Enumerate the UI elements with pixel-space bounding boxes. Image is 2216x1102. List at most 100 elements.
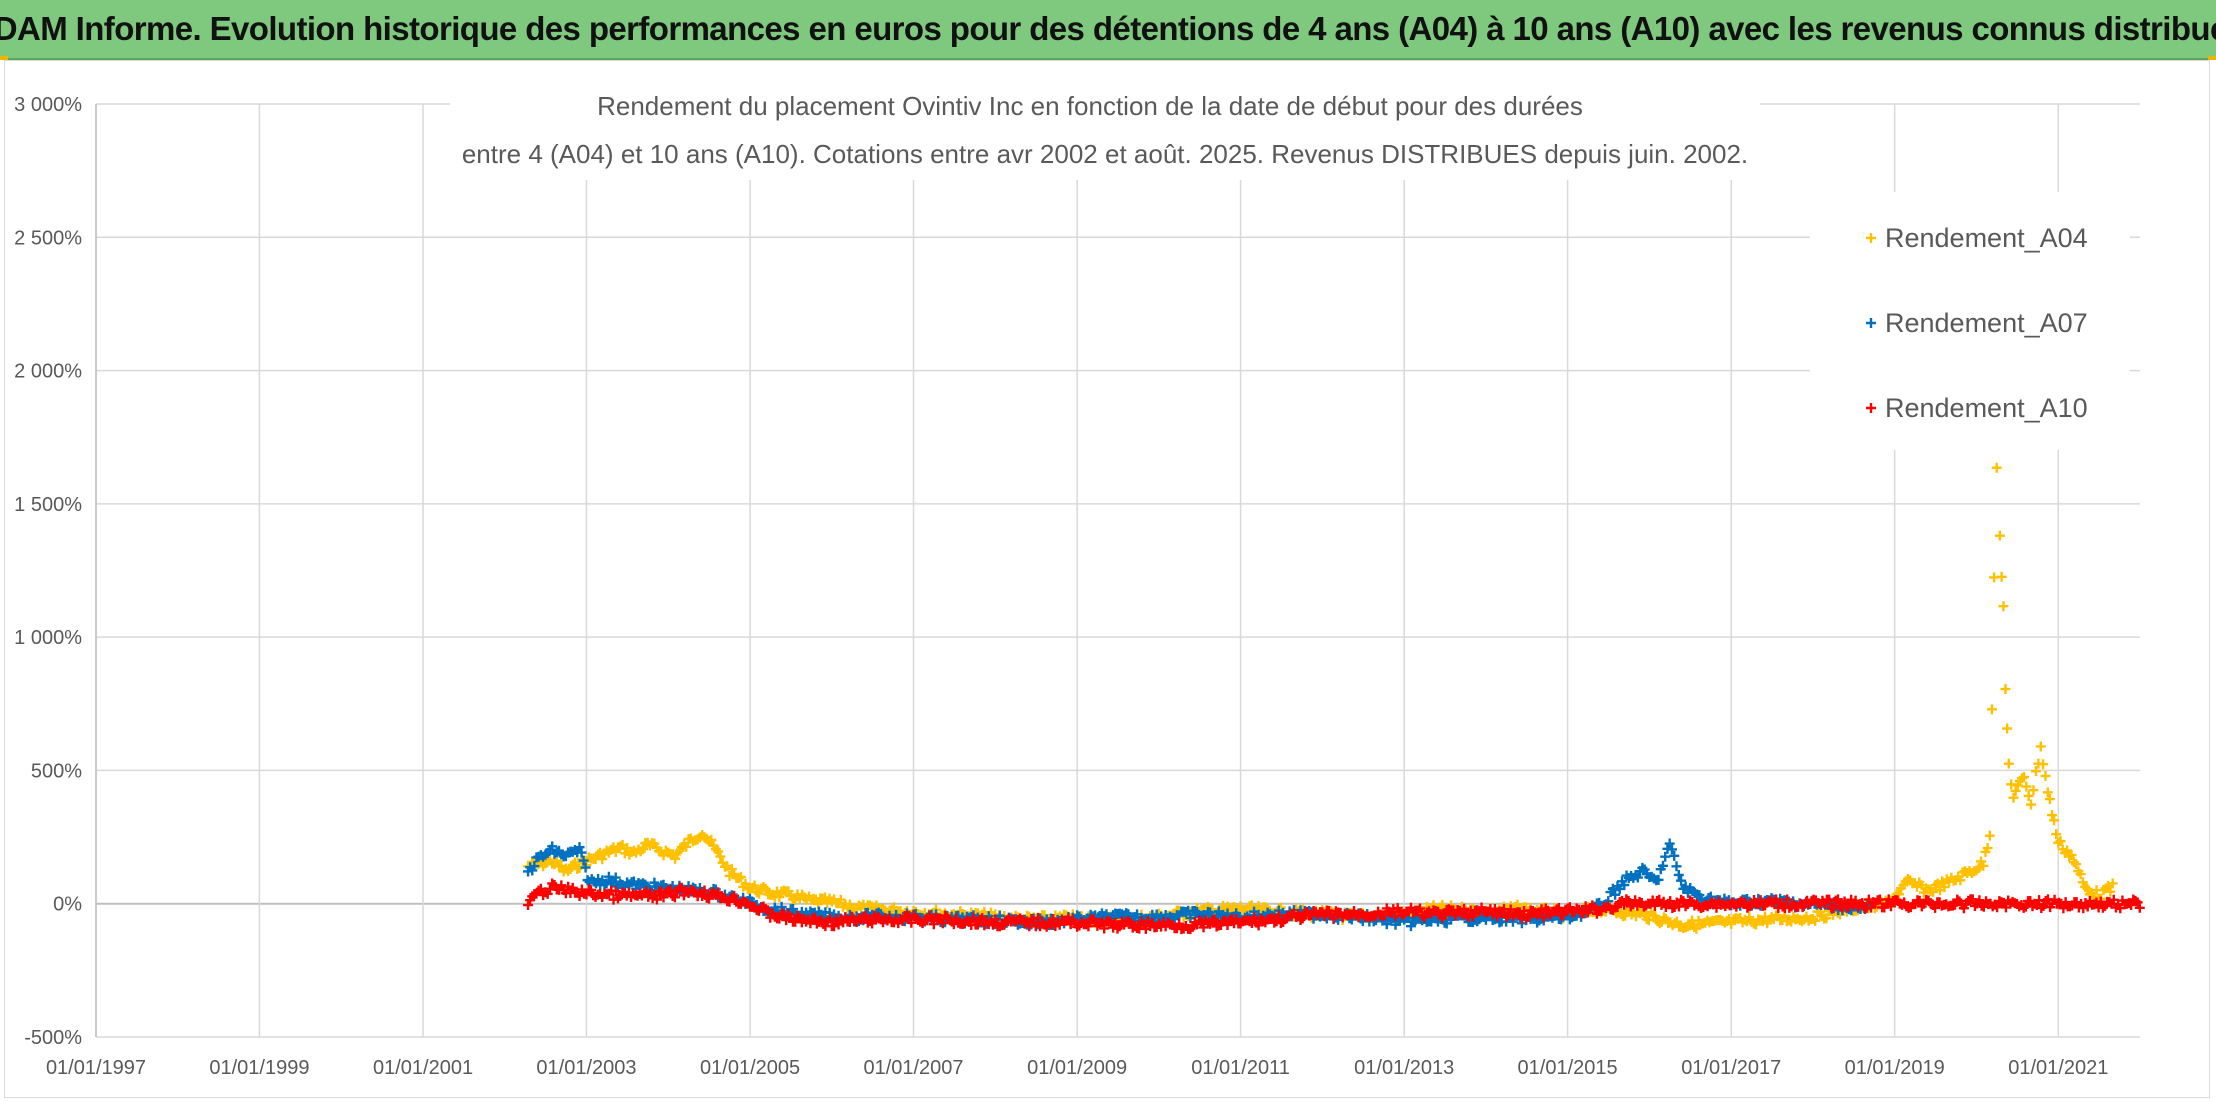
data-point — [1782, 894, 1793, 905]
data-point — [1319, 911, 1330, 922]
legend-marker — [1866, 318, 1876, 328]
chart-title-line-1: Rendement du placement Ovintiv Inc en fo… — [597, 91, 1583, 121]
data-point — [1821, 913, 1832, 924]
data-point — [2075, 869, 2086, 880]
data-point — [740, 878, 751, 889]
data-point — [1955, 875, 1966, 886]
data-point — [2108, 894, 2119, 905]
data-point — [1619, 880, 1630, 891]
data-point — [1381, 919, 1392, 930]
data-point — [1930, 902, 1941, 913]
data-point — [754, 888, 765, 899]
data-point — [2105, 886, 2116, 897]
data-point — [1673, 869, 1684, 880]
data-point — [669, 892, 680, 903]
data-point — [1083, 921, 1094, 932]
data-point — [2021, 781, 2032, 792]
data-point — [2030, 766, 2041, 777]
data-point — [968, 912, 979, 923]
chart-title-background — [450, 80, 1760, 180]
legend-marker — [1866, 233, 1876, 243]
data-point — [1992, 902, 2003, 913]
y-tick-label: 3 000% — [14, 94, 82, 116]
data-point — [724, 870, 735, 881]
legend: Rendement_A04 Rendement_A07 Rendement_A10 — [1810, 192, 2130, 450]
data-point — [1459, 903, 1470, 914]
series-Rendement_A04 — [523, 462, 2118, 934]
data-point — [580, 862, 591, 873]
data-point — [1666, 844, 1677, 855]
data-point — [1676, 875, 1687, 886]
y-tick-label: 2 500% — [14, 227, 82, 249]
data-point — [760, 883, 771, 894]
data-point — [619, 848, 630, 859]
x-tick-label: 01/01/2011 — [1191, 1057, 1290, 1079]
data-point — [715, 851, 726, 862]
data-point — [670, 853, 681, 864]
data-point — [529, 861, 540, 872]
corner-accent-right — [2208, 56, 2216, 60]
data-point — [2046, 810, 2057, 821]
data-point — [681, 841, 692, 852]
chart-frame — [4, 60, 2210, 1098]
data-point — [1982, 843, 1993, 854]
data-point — [1680, 881, 1691, 892]
data-point — [2134, 902, 2145, 913]
data-point — [576, 847, 587, 858]
data-point — [638, 844, 649, 855]
data-point — [1553, 902, 1564, 913]
data-point — [1632, 872, 1643, 883]
data-point — [597, 854, 608, 865]
data-point — [2025, 799, 2036, 810]
data-point — [1660, 851, 1671, 862]
data-point — [1297, 913, 1308, 924]
data-point — [2028, 785, 2039, 796]
data-point — [790, 894, 801, 905]
x-tick-label: 01/01/2009 — [1027, 1057, 1127, 1079]
y-tick-label: 1 000% — [14, 627, 82, 649]
data-point — [2023, 790, 2034, 801]
x-tick-label: 01/01/2007 — [863, 1057, 963, 1079]
data-point — [628, 876, 639, 887]
data-point — [735, 871, 746, 882]
data-point — [1538, 912, 1549, 923]
data-point — [713, 846, 724, 857]
chart-title-group: Rendement du placement Ovintiv Inc en fo… — [450, 80, 1760, 180]
legend-label: Rendement_A07 — [1885, 308, 2088, 338]
data-point — [1996, 571, 2007, 582]
data-point — [1467, 911, 1478, 922]
data-point — [2044, 794, 2055, 805]
y-tick-label: -500% — [24, 1027, 82, 1049]
data-point — [697, 891, 708, 902]
data-point — [1099, 923, 1110, 934]
data-point — [1328, 913, 1339, 924]
data-point — [1978, 860, 1989, 871]
data-point — [2107, 878, 2118, 889]
legend-background — [1810, 192, 2130, 450]
data-point — [569, 857, 580, 868]
chart-title-line-2: entre 4 (A04) et 10 ans (A10). Cotations… — [462, 139, 1748, 169]
data-point — [1874, 894, 1885, 905]
data-point — [1671, 916, 1682, 927]
y-tick-label: 0% — [53, 894, 82, 916]
data-point — [1986, 704, 1997, 715]
data-point — [523, 900, 534, 911]
data-point — [1664, 838, 1675, 849]
data-point — [706, 834, 717, 845]
data-point — [888, 902, 899, 913]
data-point — [2035, 741, 2046, 752]
data-point — [1994, 530, 2005, 541]
data-point — [990, 914, 1001, 925]
data-point — [1610, 889, 1621, 900]
data-point — [2049, 815, 2060, 826]
data-point — [610, 872, 621, 883]
data-point — [1991, 462, 2002, 473]
legend-marker — [1866, 403, 1876, 413]
data-point — [1032, 912, 1043, 923]
data-point — [1828, 903, 1839, 914]
y-tick-label: 500% — [31, 760, 82, 782]
x-tick-label: 01/01/2001 — [373, 1057, 473, 1079]
data-point — [1893, 889, 1904, 900]
x-tick-label: 01/01/1997 — [46, 1057, 146, 1079]
